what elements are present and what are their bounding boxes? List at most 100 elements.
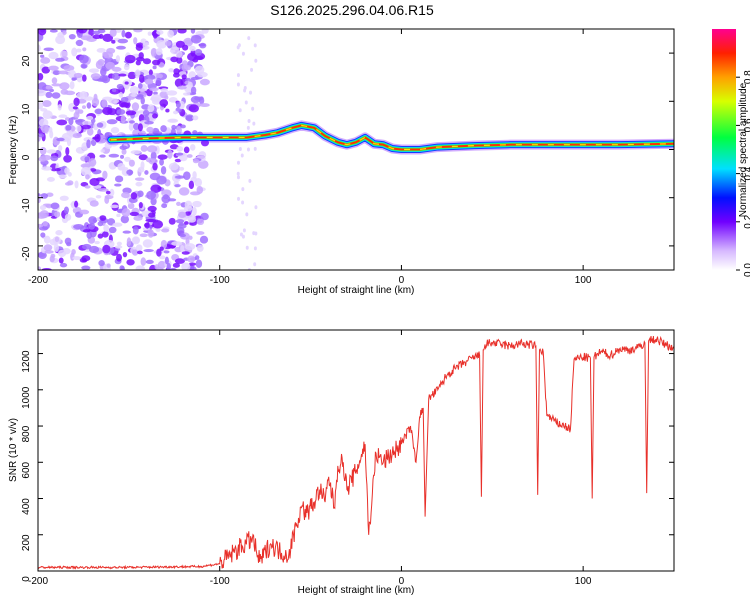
heatmap-cell bbox=[152, 113, 158, 119]
heatmap-cell bbox=[159, 99, 169, 107]
heatmap-cell bbox=[130, 192, 138, 200]
heatmap-cell bbox=[122, 252, 128, 258]
heatmap-cell bbox=[176, 226, 185, 236]
heatmap-cell bbox=[166, 90, 178, 96]
heatmap-cell bbox=[117, 208, 124, 213]
snr-xtick-label: 0 bbox=[399, 576, 405, 587]
heatmap-cell bbox=[39, 146, 47, 155]
heatmap-cell bbox=[184, 243, 196, 251]
heatmap-cell bbox=[166, 262, 171, 270]
heatmap-cell bbox=[82, 229, 91, 233]
heatmap-cell bbox=[92, 185, 102, 189]
heatmap-cell bbox=[147, 31, 152, 36]
heatmap-cell bbox=[88, 222, 96, 230]
heatmap-cell bbox=[182, 92, 191, 96]
heatmap-cell bbox=[253, 246, 257, 251]
heatmap-cell bbox=[181, 262, 191, 270]
heatmap-cell bbox=[163, 250, 170, 254]
heatmap-cell bbox=[43, 47, 54, 52]
heatmap-cell bbox=[57, 249, 67, 258]
heatmap-cell bbox=[117, 38, 128, 44]
heatmap-cell bbox=[42, 100, 52, 108]
heatmap-cell bbox=[56, 119, 68, 126]
heatmap-cell bbox=[135, 69, 141, 77]
heatmap-cell bbox=[165, 108, 170, 113]
heatmap-cell bbox=[84, 121, 89, 125]
heatmap-cell bbox=[46, 192, 54, 197]
heatmap-cell bbox=[65, 124, 72, 131]
heatmap-cell bbox=[246, 147, 250, 152]
heatmap-cell bbox=[176, 50, 183, 58]
heatmap-cell bbox=[82, 47, 87, 52]
heatmap-cell bbox=[102, 244, 111, 254]
heatmap-cell bbox=[173, 68, 180, 75]
heatmap-cell bbox=[160, 88, 169, 93]
heatmap-cell bbox=[142, 239, 153, 248]
heatmap-cell bbox=[85, 174, 90, 180]
heatmap-cell bbox=[146, 126, 154, 133]
heatmap-cell bbox=[192, 130, 198, 135]
heatmap-cell bbox=[236, 171, 240, 176]
heatmap-cell bbox=[148, 69, 153, 76]
heatmap-cell bbox=[159, 246, 164, 251]
heatmap-cell bbox=[140, 257, 147, 266]
heatmap-cell bbox=[111, 39, 116, 44]
heatmap-cell bbox=[72, 106, 78, 110]
heatmap-cell bbox=[187, 81, 193, 88]
heatmap-cell bbox=[126, 237, 132, 247]
heatmap-cell bbox=[65, 146, 70, 156]
heatmap-cell bbox=[38, 44, 41, 52]
heatmap-cell bbox=[249, 90, 253, 95]
heatmap-cell bbox=[138, 130, 146, 136]
heatmap-cell bbox=[162, 194, 169, 200]
heatmap-cell bbox=[92, 30, 101, 35]
heatmap-ridge bbox=[109, 124, 674, 151]
heatmap-cell bbox=[134, 177, 145, 181]
heatmap-cell bbox=[52, 236, 61, 245]
heatmap-cell bbox=[67, 172, 72, 177]
heatmap-cell bbox=[199, 42, 207, 49]
heatmap-cell bbox=[115, 55, 121, 63]
heatmap-cell bbox=[96, 47, 106, 53]
heatmap-cell bbox=[108, 153, 120, 158]
heatmap-cell bbox=[38, 156, 47, 162]
colorbar-label: Normalized spectral amplitude bbox=[738, 82, 749, 217]
heatmap-cell bbox=[39, 205, 47, 211]
heatmap-cell bbox=[175, 40, 185, 48]
heatmap-cell bbox=[181, 74, 187, 80]
heatmap-cell bbox=[150, 94, 162, 103]
heatmap-cell bbox=[98, 75, 108, 82]
heatmap-cell bbox=[145, 259, 154, 265]
heatmap-cell bbox=[140, 145, 148, 152]
heatmap-cell bbox=[57, 104, 62, 111]
heatmap-cell bbox=[200, 212, 209, 221]
heatmap-cell bbox=[121, 148, 127, 155]
heatmap-cell bbox=[62, 30, 67, 35]
heatmap-cell bbox=[160, 165, 167, 175]
heatmap-cell bbox=[250, 67, 254, 72]
heatmap-cell bbox=[95, 195, 102, 199]
heatmap-cell bbox=[148, 212, 156, 218]
heatmap-cell bbox=[52, 70, 60, 76]
heatmap-cell bbox=[152, 162, 158, 171]
heatmap-cell bbox=[49, 88, 55, 93]
heatmap-cell bbox=[78, 54, 89, 64]
heatmap-cell bbox=[72, 256, 82, 261]
heatmap-cell bbox=[81, 105, 87, 110]
heatmap-cell bbox=[152, 59, 161, 66]
heatmap-cell bbox=[42, 110, 53, 119]
heatmap-cell bbox=[120, 215, 130, 224]
heatmap-cell bbox=[73, 97, 80, 107]
heatmap-cell bbox=[236, 175, 240, 180]
figure-title: S126.2025.296.04.06.R15 bbox=[270, 2, 434, 18]
heatmap-cell bbox=[190, 76, 200, 81]
heatmap-cell bbox=[98, 259, 105, 267]
heatmap-cell bbox=[149, 87, 159, 92]
heatmap-cell bbox=[38, 223, 44, 228]
heatmap-cell bbox=[123, 64, 130, 71]
heatmap-cell bbox=[161, 203, 168, 209]
heatmap-cell bbox=[129, 85, 139, 95]
heatmap-cell bbox=[164, 256, 169, 265]
heatmap-cell bbox=[164, 41, 172, 47]
heatmap-cell bbox=[138, 201, 143, 209]
